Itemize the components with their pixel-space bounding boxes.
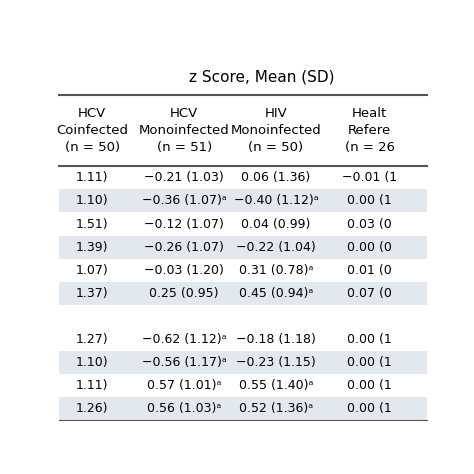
Text: 1.27): 1.27) (76, 333, 109, 346)
Text: HCV
Monoinfected
(n = 51): HCV Monoinfected (n = 51) (139, 107, 229, 155)
Text: 1.11): 1.11) (76, 379, 109, 392)
Text: −0.21 (1.03): −0.21 (1.03) (144, 172, 224, 184)
Text: 0.45 (0.94)ᵃ: 0.45 (0.94)ᵃ (239, 287, 313, 300)
Text: 0.00 (1: 0.00 (1 (347, 194, 392, 208)
Text: 0.57 (1.01)ᵃ: 0.57 (1.01)ᵃ (147, 379, 221, 392)
Text: 1.37): 1.37) (76, 287, 109, 300)
Bar (59, 351, 427, 374)
Text: 0.52 (1.36)ᵃ: 0.52 (1.36)ᵃ (239, 402, 313, 415)
Text: −0.23 (1.15): −0.23 (1.15) (236, 356, 316, 369)
Text: 1.10): 1.10) (76, 356, 109, 369)
Text: −0.56 (1.17)ᵃ: −0.56 (1.17)ᵃ (142, 356, 227, 369)
Text: −0.62 (1.12)ᵃ: −0.62 (1.12)ᵃ (142, 333, 227, 346)
Text: z Score, Mean (SD): z Score, Mean (SD) (189, 70, 334, 85)
Text: 0.31 (0.78)ᵃ: 0.31 (0.78)ᵃ (239, 264, 313, 277)
Text: 1.10): 1.10) (76, 194, 109, 208)
Text: 1.26): 1.26) (76, 402, 109, 415)
Text: −0.03 (1.20): −0.03 (1.20) (144, 264, 224, 277)
Text: 0.25 (0.95): 0.25 (0.95) (149, 287, 219, 300)
Bar (59, 282, 427, 305)
Text: −0.18 (1.18): −0.18 (1.18) (236, 333, 316, 346)
Text: 0.00 (1: 0.00 (1 (347, 402, 392, 415)
Text: 0.00 (0: 0.00 (0 (347, 241, 392, 254)
Text: 1.51): 1.51) (76, 218, 109, 230)
Text: −0.01 (1: −0.01 (1 (342, 172, 397, 184)
Text: 0.01 (0: 0.01 (0 (347, 264, 392, 277)
Text: −0.12 (1.07): −0.12 (1.07) (144, 218, 224, 230)
Text: 0.00 (1: 0.00 (1 (347, 356, 392, 369)
Text: 0.04 (0.99): 0.04 (0.99) (241, 218, 310, 230)
Bar (59, 397, 427, 420)
Text: 0.00 (1: 0.00 (1 (347, 333, 392, 346)
Text: Healt
Refere
(n = 26: Healt Refere (n = 26 (345, 107, 395, 155)
Text: 0.07 (0: 0.07 (0 (347, 287, 392, 300)
Text: −0.36 (1.07)ᵃ: −0.36 (1.07)ᵃ (142, 194, 227, 208)
Text: −0.26 (1.07): −0.26 (1.07) (144, 241, 224, 254)
Text: −0.40 (1.12)ᵃ: −0.40 (1.12)ᵃ (234, 194, 319, 208)
Bar (59, 190, 427, 212)
Text: 1.07): 1.07) (76, 264, 109, 277)
Text: 0.06 (1.36): 0.06 (1.36) (241, 172, 310, 184)
Bar (59, 236, 427, 259)
Text: HIV
Monoinfected
(n = 50): HIV Monoinfected (n = 50) (231, 107, 321, 155)
Text: 0.03 (0: 0.03 (0 (347, 218, 392, 230)
Text: 1.39): 1.39) (76, 241, 109, 254)
Text: 0.00 (1: 0.00 (1 (347, 379, 392, 392)
Text: 0.56 (1.03)ᵃ: 0.56 (1.03)ᵃ (147, 402, 221, 415)
Text: 0.55 (1.40)ᵃ: 0.55 (1.40)ᵃ (239, 379, 313, 392)
Text: −0.22 (1.04): −0.22 (1.04) (236, 241, 316, 254)
Text: HCV
Coinfected
(n = 50): HCV Coinfected (n = 50) (56, 107, 128, 155)
Bar (59, 305, 427, 328)
Text: 1.11): 1.11) (76, 172, 109, 184)
